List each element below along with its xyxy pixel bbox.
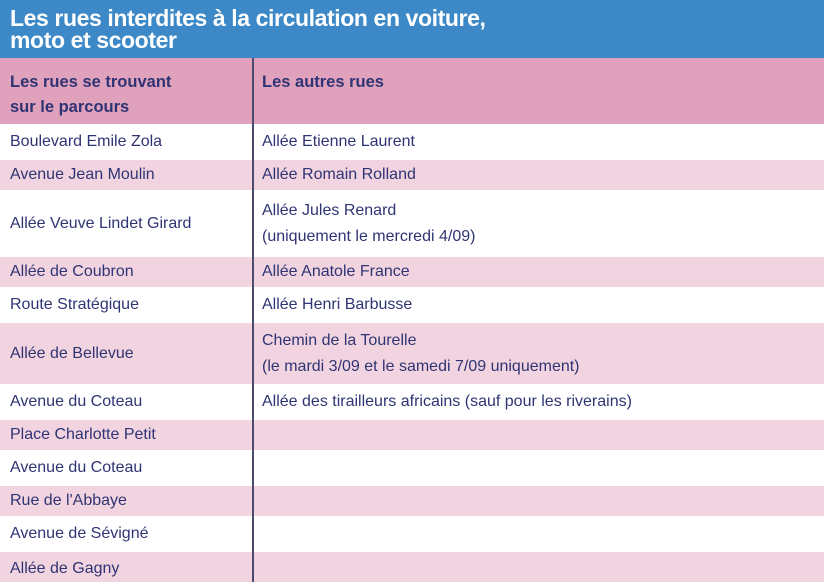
cell-autres: Allée des tirailleurs africains (sauf po…	[252, 392, 824, 412]
street-name: Allée Anatole France	[262, 263, 410, 280]
street-name: Place Charlotte Petit	[10, 426, 156, 443]
street-name: Allée Etienne Laurent	[262, 133, 415, 150]
cell-parcours: Allée Veuve Lindet Girard	[0, 207, 252, 241]
street-name: Allée Romain Rolland	[262, 166, 416, 183]
cell-autres: Allée Etienne Laurent	[252, 132, 824, 152]
cell-parcours: Rue de l'Abbaye	[0, 491, 252, 511]
table-row-3: Allée Veuve Lindet Girard Allée Jules Re…	[0, 193, 824, 257]
cell-autres: Allée Jules Renard (uniquement le mercre…	[252, 194, 824, 254]
street-name: Allée Jules Renard	[262, 201, 397, 219]
street-name: Rue de l'Abbaye	[10, 492, 127, 509]
cell-parcours: Boulevard Emile Zola	[0, 132, 252, 152]
street-name: Allée de Gagny	[10, 560, 120, 577]
table-header-row: Les rues se trouvant sur le parcours Les…	[0, 58, 824, 127]
street-name: Avenue du Coteau	[10, 459, 143, 476]
table-row-7: Avenue du Coteau Allée des tirailleurs a…	[0, 387, 824, 420]
street-name: Allée de Bellevue	[10, 344, 134, 362]
table-row-5: Route Stratégique Allée Henri Barbusse	[0, 290, 824, 323]
street-name: Allée Henri Barbusse	[262, 296, 413, 313]
table-row-4: Allée de Coubron Allée Anatole France	[0, 257, 824, 290]
street-name: Boulevard Emile Zola	[10, 133, 163, 150]
header-parcours-line2: sur le parcours	[10, 98, 130, 116]
cell-parcours: Allée de Gagny	[0, 559, 252, 579]
cell-autres: Allée Romain Rolland	[252, 165, 824, 185]
street-name: Allée des tirailleurs africains (sauf po…	[262, 393, 632, 410]
cell-parcours: Place Charlotte Petit	[0, 425, 252, 445]
column-divider-line	[252, 58, 254, 582]
table-row-11: Avenue de Sévigné	[0, 519, 824, 552]
cell-parcours: Allée de Coubron	[0, 262, 252, 282]
header-parcours-line1: Les rues se trouvant	[10, 73, 172, 91]
table-row-10: Rue de l'Abbaye	[0, 486, 824, 519]
street-name: Route Stratégique	[10, 296, 139, 313]
cell-autres: Chemin de la Tourelle (le mardi 3/09 et …	[252, 324, 824, 384]
street-restriction-note: (uniquement le mercredi 4/09)	[262, 227, 476, 245]
cell-parcours: Allée de Bellevue	[0, 337, 252, 371]
header-cell-parcours: Les rues se trouvant sur le parcours	[0, 70, 252, 124]
street-restriction-note: (le mardi 3/09 et le samedi 7/09 uniquem…	[262, 357, 580, 375]
table-row-1: Boulevard Emile Zola Allée Etienne Laure…	[0, 127, 824, 160]
page-title-line1: Les rues interdites à la circulation en …	[10, 5, 486, 31]
cell-parcours: Avenue du Coteau	[0, 392, 252, 412]
table-row-9: Avenue du Coteau	[0, 453, 824, 486]
header-autres-label: Les autres rues	[262, 73, 384, 91]
cell-autres: Allée Anatole France	[252, 262, 824, 282]
cell-autres: Allée Henri Barbusse	[252, 295, 824, 315]
street-name: Allée de Coubron	[10, 263, 134, 280]
table-row-6: Allée de Bellevue Chemin de la Tourelle …	[0, 323, 824, 387]
page-title: Les rues interdites à la circulation en …	[0, 0, 824, 58]
cell-parcours: Avenue du Coteau	[0, 458, 252, 478]
table-row-8: Place Charlotte Petit	[0, 420, 824, 453]
header-cell-autres: Les autres rues	[252, 70, 824, 124]
street-name: Allée Veuve Lindet Girard	[10, 214, 192, 232]
street-name: Avenue Jean Moulin	[10, 166, 155, 183]
cell-parcours: Avenue Jean Moulin	[0, 165, 252, 185]
street-name: Chemin de la Tourelle	[262, 331, 417, 349]
cell-parcours: Route Stratégique	[0, 295, 252, 315]
page-title-line2: moto et scooter	[10, 27, 177, 53]
table-row-2: Avenue Jean Moulin Allée Romain Rolland	[0, 160, 824, 193]
cell-parcours: Avenue de Sévigné	[0, 524, 252, 544]
street-name: Avenue du Coteau	[10, 393, 143, 410]
street-name: Avenue de Sévigné	[10, 525, 149, 542]
table-row-12: Allée de Gagny	[0, 552, 824, 582]
